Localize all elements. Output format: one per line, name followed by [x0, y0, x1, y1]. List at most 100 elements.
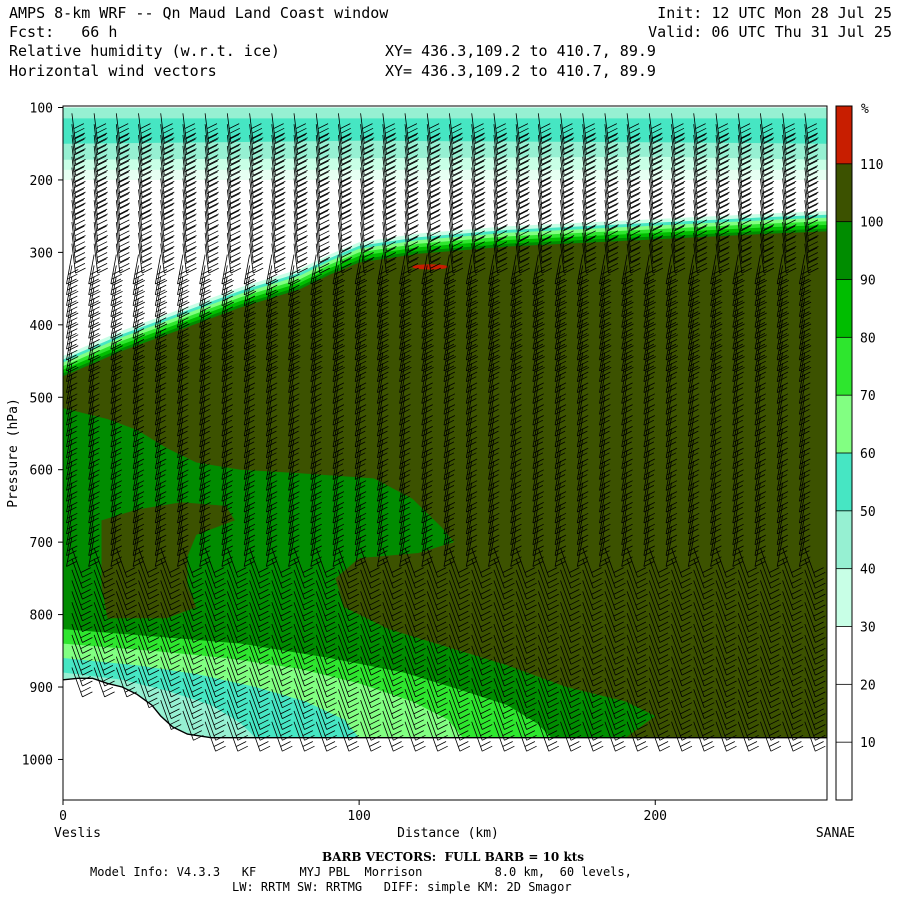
wind-barb: [449, 591, 471, 622]
wind-barb: [643, 482, 655, 513]
wind-barb: [288, 352, 301, 383]
wind-barb: [687, 297, 701, 328]
wind-barb: [177, 384, 189, 415]
wind-barb: [204, 612, 226, 643]
wind-barb: [293, 178, 308, 209]
wind-barb: [626, 232, 641, 263]
wind-barb: [732, 395, 744, 426]
wind-barb: [648, 113, 664, 144]
wind-barb: [799, 384, 811, 415]
wind-barb: [465, 450, 478, 480]
wind-barb: [93, 602, 115, 633]
wind-barb: [199, 450, 211, 480]
wind-barb: [799, 460, 811, 491]
wind-barb: [443, 276, 456, 307]
wind-barb: [310, 504, 322, 535]
wind-barb: [621, 450, 633, 480]
wind-barb: [799, 406, 811, 437]
wind-barb: [488, 471, 500, 502]
wind-barb: [71, 612, 93, 643]
wind-barb: [554, 330, 567, 361]
wind-barb: [88, 515, 100, 546]
wind-barb: [532, 493, 544, 524]
wind-barb: [249, 547, 271, 578]
wind-barb: [132, 363, 145, 393]
wind-barb: [271, 612, 293, 643]
wind-barb: [249, 200, 264, 230]
wind-barb: [599, 287, 612, 317]
wind-barb: [338, 211, 353, 241]
wind-barb: [776, 482, 789, 513]
wind-barb: [71, 547, 93, 578]
wind-barb: [443, 439, 456, 470]
wind-barb: [687, 276, 701, 307]
wind-barb: [687, 341, 701, 372]
wind-barb: [426, 634, 448, 665]
wind-barb: [626, 243, 641, 274]
wind-barb: [249, 167, 264, 198]
wind-barb: [782, 167, 797, 198]
wind-barb: [515, 569, 537, 600]
wind-barb: [626, 602, 648, 633]
wind-barb: [288, 374, 300, 404]
wind-barb: [66, 374, 78, 404]
wind-barb: [399, 297, 412, 328]
wind-barb: [115, 189, 131, 220]
wind-barb: [648, 124, 664, 154]
wind-barb: [515, 645, 537, 676]
wind-barb: [532, 287, 545, 317]
wind-barb: [648, 200, 664, 230]
wind-barb: [204, 602, 226, 633]
wind-barb: [160, 569, 182, 600]
wind-barb: [293, 558, 315, 589]
wind-barb: [443, 493, 456, 524]
wind-barb: [532, 395, 544, 426]
wind-barb: [760, 678, 782, 709]
wind-barb: [249, 634, 271, 665]
wind-barb: [443, 374, 456, 404]
wind-barb: [266, 363, 278, 393]
wind-barb: [737, 591, 759, 622]
wind-barb: [426, 167, 441, 198]
wind-barb: [338, 134, 353, 165]
wind-barb: [354, 319, 368, 350]
wind-barb: [226, 243, 242, 274]
wind-barb: [449, 634, 471, 665]
wind-barb: [532, 297, 545, 328]
wind-barb: [576, 428, 589, 459]
wind-barb: [354, 341, 368, 372]
wind-barb: [537, 645, 559, 676]
wind-barb: [71, 221, 86, 252]
wind-barb: [249, 113, 264, 144]
wind-barb: [693, 200, 708, 230]
wind-barb: [693, 667, 715, 698]
wind-barb: [204, 221, 219, 252]
wind-barb: [465, 417, 478, 448]
wind-barb: [510, 515, 522, 546]
wind-barb: [665, 374, 678, 404]
wind-barb: [249, 580, 271, 611]
wind-barb: [643, 374, 655, 404]
wind-barb: [799, 308, 812, 339]
wind-barb: [354, 395, 367, 426]
wind-barb: [449, 156, 464, 187]
wind-barb: [182, 134, 197, 165]
wind-barb: [804, 612, 826, 643]
wind-barb: [582, 612, 604, 643]
wind-barb: [715, 145, 730, 176]
wind-barb: [621, 417, 633, 448]
wind-barb: [426, 200, 441, 230]
wind-barb: [138, 580, 160, 611]
wind-barb: [804, 699, 826, 730]
wind-barb: [421, 439, 433, 470]
wind-barb: [443, 482, 456, 513]
wind-barb: [471, 591, 493, 622]
wind-barb: [776, 395, 789, 426]
wind-barb: [266, 319, 279, 350]
wind-barb: [88, 493, 100, 524]
wind-barb: [576, 297, 590, 328]
wind-barb: [488, 374, 500, 404]
wind-barb: [399, 308, 412, 339]
wind-barb: [315, 124, 330, 154]
wind-barb: [288, 471, 300, 502]
